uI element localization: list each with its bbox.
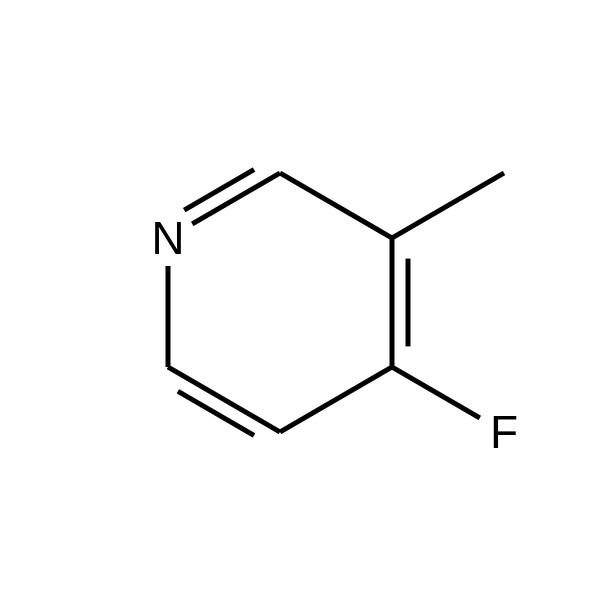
bond-line xyxy=(280,173,392,238)
atom-label-n: N xyxy=(151,212,184,264)
atom-label-f: F xyxy=(490,406,518,458)
bond-line xyxy=(184,170,254,211)
bond-line xyxy=(280,367,392,432)
bond-line xyxy=(392,367,480,418)
bond-line xyxy=(178,391,254,435)
bond-line xyxy=(168,367,280,432)
molecule-canvas: NF xyxy=(0,0,600,600)
bond-line xyxy=(392,173,504,238)
